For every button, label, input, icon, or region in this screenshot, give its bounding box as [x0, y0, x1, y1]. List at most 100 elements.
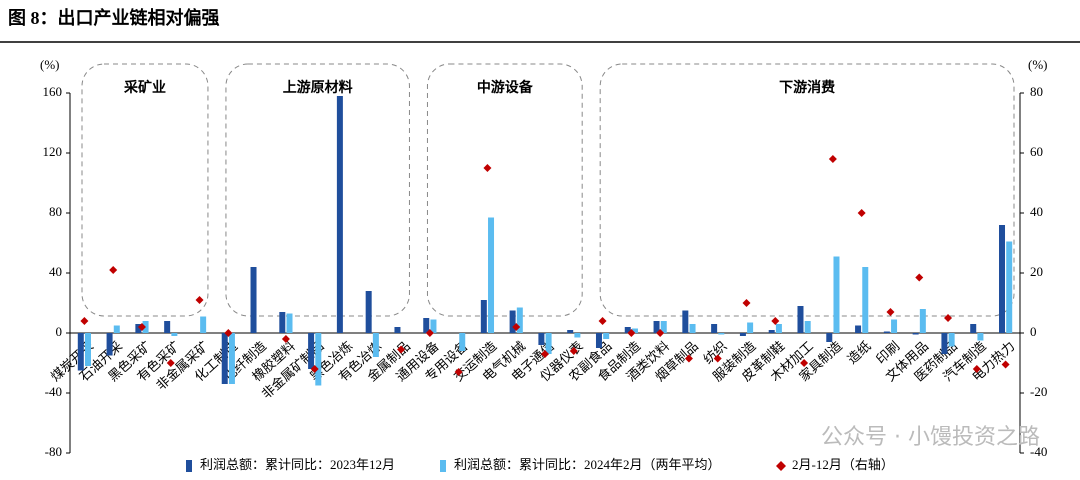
- bar: [538, 333, 545, 345]
- group-label: 采矿业: [123, 79, 166, 96]
- y-tick-label: -80: [45, 444, 62, 459]
- bar: [689, 324, 696, 333]
- legend-swatch: [440, 460, 446, 472]
- bar: [1006, 241, 1013, 333]
- y-tick-label: 120: [43, 144, 63, 159]
- bar: [106, 333, 113, 356]
- y2-tick-label: 40: [1030, 204, 1043, 219]
- bar: [84, 333, 91, 366]
- bar: [164, 321, 171, 333]
- y2-tick-label: -20: [1030, 384, 1047, 399]
- diamond-marker: [742, 299, 751, 307]
- bar: [308, 333, 315, 369]
- group-box: [81, 63, 209, 317]
- bar: [833, 256, 840, 333]
- diamond-marker: [425, 329, 434, 337]
- bar: [941, 333, 948, 354]
- y2-tick-label: 80: [1030, 84, 1043, 99]
- diamond-marker: [656, 329, 665, 337]
- diamond-marker: [627, 329, 636, 337]
- bar: [135, 324, 142, 333]
- bar: [912, 333, 919, 335]
- bar: [171, 333, 178, 336]
- diamond-marker: [166, 359, 175, 367]
- diamond-marker: [800, 359, 809, 367]
- group-label: 下游消费: [779, 79, 835, 96]
- group-label: 上游原材料: [283, 79, 353, 96]
- bar: [653, 321, 660, 333]
- diamond-marker: [281, 335, 290, 343]
- bar: [574, 333, 581, 338]
- bar: [423, 318, 430, 333]
- x-tick-label: 造纸: [844, 338, 873, 367]
- group-box: [599, 63, 1015, 317]
- bar: [711, 324, 718, 333]
- bar: [459, 333, 466, 351]
- bar: [631, 328, 638, 333]
- y-tick-label: 40: [49, 264, 62, 279]
- bar: [113, 325, 120, 333]
- bar: [739, 333, 746, 336]
- y-tick-label: 0: [56, 324, 63, 339]
- diamond-marker: [483, 164, 492, 172]
- diamond-marker: [972, 365, 981, 373]
- diamond-marker: [569, 347, 578, 355]
- bar: [77, 333, 84, 371]
- y-tick-label: 160: [43, 84, 63, 99]
- diamond-marker: [713, 354, 722, 363]
- bar: [279, 312, 286, 333]
- bar: [883, 331, 890, 333]
- diamond-marker: [454, 368, 463, 376]
- chart-title: 图 8：出口产业链相对偏强: [8, 7, 220, 28]
- bar: [682, 310, 689, 333]
- bar: [545, 333, 552, 354]
- diamond-marker: [886, 308, 895, 316]
- bar: [516, 307, 523, 333]
- diamond-marker: [684, 354, 693, 363]
- diamond-marker: [828, 155, 837, 163]
- diamond-marker: [137, 323, 146, 331]
- y-unit: (%): [40, 57, 60, 72]
- legend-label: 2月-12月（右轴）: [792, 457, 894, 472]
- bar: [509, 310, 516, 333]
- bar: [660, 321, 667, 333]
- legend-label: 利润总额：累计同比：2023年12月: [200, 457, 395, 472]
- diamond-marker: [195, 296, 204, 304]
- bar: [826, 333, 833, 342]
- diamond-marker: [771, 317, 780, 325]
- bar: [797, 306, 804, 333]
- bar: [862, 267, 869, 333]
- bar: [250, 267, 257, 333]
- bar: [775, 324, 782, 333]
- bar: [488, 217, 495, 333]
- bar: [394, 327, 401, 333]
- y2-tick-label: -40: [1030, 444, 1047, 459]
- y2-tick-label: 60: [1030, 144, 1043, 159]
- bar: [804, 321, 811, 333]
- diamond-marker: [397, 345, 406, 354]
- bar: [919, 309, 926, 333]
- bar: [567, 330, 574, 333]
- diamond-marker: [1001, 360, 1010, 369]
- bar: [948, 333, 955, 347]
- bar: [221, 333, 228, 384]
- bar: [624, 327, 631, 333]
- diamond-marker: [80, 317, 89, 325]
- bar: [718, 333, 725, 335]
- group-box: [225, 63, 410, 317]
- legend-swatch: [776, 461, 786, 471]
- y-tick-label: 80: [49, 204, 62, 219]
- bar: [999, 225, 1006, 333]
- y2-tick-label: 20: [1030, 264, 1043, 279]
- bar: [372, 333, 379, 357]
- bar: [480, 300, 487, 333]
- diamond-marker: [915, 273, 924, 282]
- y2-tick-label: 0: [1030, 324, 1037, 339]
- bar: [315, 333, 322, 386]
- diamond-marker: [224, 329, 233, 337]
- bar: [430, 319, 437, 333]
- bar: [365, 291, 372, 333]
- diamond-marker: [857, 209, 866, 217]
- diamond-marker: [310, 365, 319, 373]
- legend-swatch: [186, 460, 192, 472]
